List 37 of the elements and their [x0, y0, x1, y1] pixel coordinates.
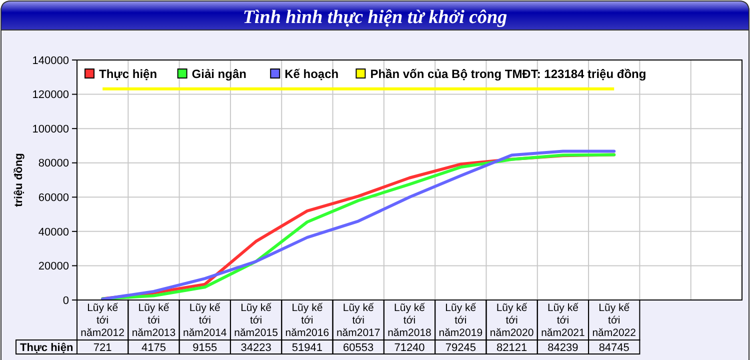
- data-label: 84745: [598, 342, 630, 354]
- x-tick-label: Lũy kế tới năm2021: [541, 302, 586, 339]
- x-tick-label: Lũy kế tới năm2016: [285, 302, 330, 339]
- data-label: 34223: [240, 342, 272, 354]
- y-tick-label: 140000: [32, 54, 69, 67]
- x-tick-label: Lũy kế tới năm2014: [182, 302, 227, 339]
- y-tick-label: 60000: [38, 192, 69, 204]
- x-tick-label: Lũy kế tới năm2019: [438, 302, 483, 339]
- legend-label: Kế hoạch: [284, 67, 339, 82]
- legend-label: Phần vốn của Bộ trong TMĐT: 123184 triệu đồng: [370, 67, 646, 82]
- text: Thực hiện: [20, 342, 74, 354]
- y-tick-label: 80000: [38, 158, 69, 170]
- x-tick-label: Lũy kế tới năm2013: [132, 302, 176, 339]
- x-tick-label: Lũy kế tới năm2018: [388, 302, 432, 339]
- y-tick-label: 40000: [38, 226, 69, 238]
- data-label: 79245: [445, 342, 476, 354]
- y-tick-label: 120000: [32, 89, 69, 102]
- data-label: 71240: [394, 342, 425, 354]
- data-label: 9155: [192, 342, 218, 354]
- legend-label: Giải ngân: [192, 67, 246, 82]
- y-axis-title: triệu đồng: [13, 153, 25, 207]
- chart-title: Tình hình thực hiện từ khởi công: [242, 7, 508, 28]
- data-label: 721: [93, 342, 112, 354]
- x-tick-label: Lũy kế tới năm2012: [80, 302, 125, 339]
- data-label: 60553: [343, 342, 374, 354]
- x-tick-label: Lũy kế tới năm2017: [336, 302, 380, 339]
- y-tick-label: 0: [62, 294, 69, 307]
- x-tick-label: Lũy kế tới năm2015: [234, 302, 278, 339]
- data-label: 4175: [141, 342, 166, 354]
- x-tick-label: Lũy kế tới năm2020: [490, 302, 534, 339]
- legend-label: Thực hiện: [99, 67, 158, 82]
- data-label: 84239: [548, 342, 578, 354]
- x-tick-label: Lũy kế tới năm2022: [592, 302, 636, 339]
- data-label: 82121: [496, 342, 528, 354]
- y-tick-label: 20000: [38, 260, 69, 273]
- data-label: 51941: [292, 342, 322, 354]
- y-tick-label: 100000: [32, 123, 69, 136]
